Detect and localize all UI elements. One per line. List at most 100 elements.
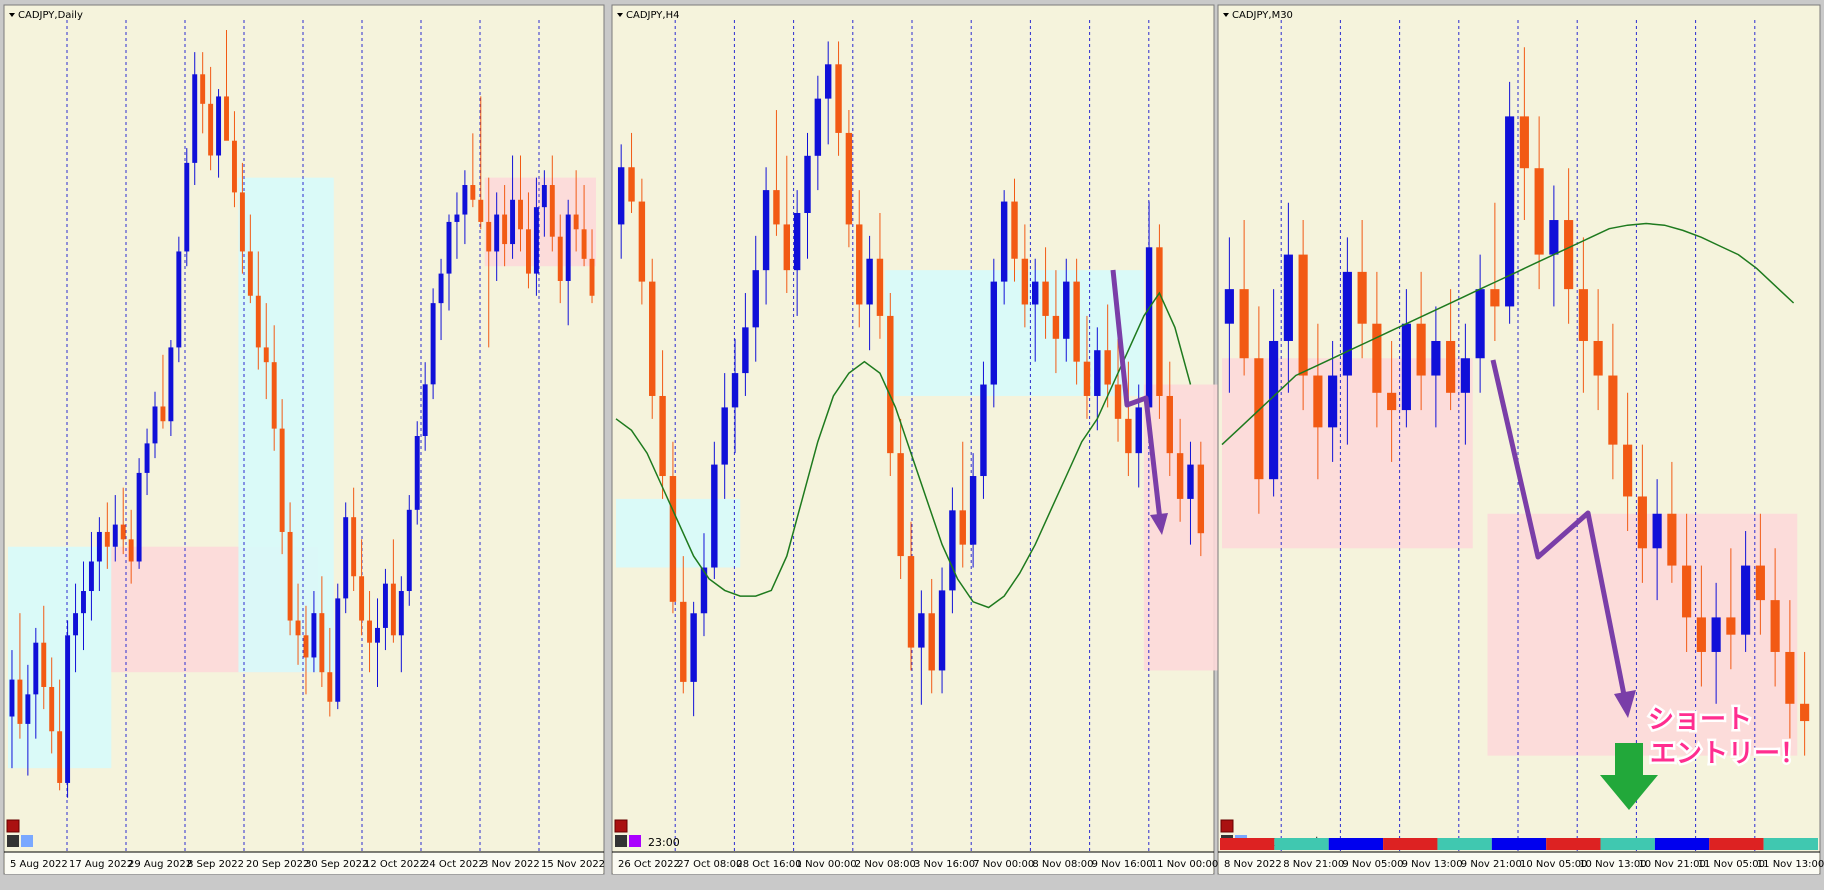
- indicator-icon[interactable]: [21, 835, 33, 847]
- x-tick-label: 10 Nov 05:00: [1520, 859, 1587, 870]
- candle-body: [17, 679, 23, 724]
- candle-body: [279, 428, 285, 532]
- candle-body: [1166, 395, 1173, 454]
- candle-body: [216, 96, 222, 156]
- candle-body: [1593, 340, 1603, 376]
- zone-resistance: [484, 177, 596, 267]
- x-tick-label: 28 Oct 16:00: [736, 859, 801, 870]
- candle-body: [617, 167, 625, 225]
- candle-body: [938, 590, 946, 671]
- candle-body: [263, 347, 269, 363]
- candle-body: [1682, 565, 1692, 618]
- candle-body: [793, 212, 801, 271]
- candle-body: [866, 258, 873, 305]
- dropdown-triangle-icon[interactable]: [1223, 13, 1229, 17]
- time-stamp: 23:00: [648, 836, 680, 849]
- candle-body: [856, 224, 863, 305]
- candle-body: [773, 190, 780, 225]
- candle-body: [669, 476, 677, 602]
- candle-body: [430, 303, 436, 385]
- x-tick-label: 2 Nov 08:00: [855, 859, 916, 870]
- candle-body: [192, 74, 198, 163]
- candle-body: [478, 199, 484, 222]
- candle-body: [319, 613, 325, 673]
- candle-body: [152, 406, 158, 444]
- candle-body: [752, 270, 759, 328]
- candle-body: [1313, 375, 1323, 428]
- minimize-icon[interactable]: [1220, 819, 1234, 833]
- candle-body: [549, 185, 555, 237]
- entry-down-arrow-icon: [1600, 743, 1658, 810]
- candle-body: [649, 281, 656, 396]
- x-tick-label: 15 Nov 2022: [541, 859, 605, 870]
- candle-body: [1637, 496, 1647, 549]
- candle-body: [1755, 565, 1765, 601]
- candle-body: [390, 583, 396, 636]
- candle-body: [398, 591, 404, 636]
- candle-body: [897, 453, 904, 557]
- candle-body: [168, 347, 174, 422]
- candle-body: [1094, 350, 1101, 396]
- x-tick-label: 9 Nov 05:00: [1342, 859, 1403, 870]
- candle-body: [541, 185, 547, 208]
- candle-body: [1042, 281, 1049, 316]
- camera-icon[interactable]: [7, 835, 19, 847]
- dropdown-triangle-icon[interactable]: [617, 13, 623, 17]
- time-axis: [5, 852, 603, 874]
- x-tick-label: 11 Nov 13:00: [1757, 859, 1824, 870]
- session-bar-segment: [1274, 838, 1329, 850]
- candle-body: [887, 315, 894, 454]
- candle-body: [876, 258, 884, 316]
- candle-body: [1652, 513, 1662, 549]
- minimize-icon[interactable]: [614, 819, 628, 833]
- candle-body: [335, 598, 341, 702]
- candle-body: [422, 384, 428, 436]
- candle-body: [731, 373, 739, 408]
- session-bar-segment: [1600, 838, 1655, 850]
- candle-body: [835, 64, 842, 133]
- candle-body: [25, 694, 31, 724]
- dropdown-triangle-icon[interactable]: [9, 13, 15, 17]
- candle-body: [1741, 565, 1751, 635]
- panel-title: CADJPY,Daily: [18, 10, 83, 21]
- candle-body: [1083, 361, 1091, 396]
- candle-body: [462, 185, 468, 215]
- candle-body: [1475, 289, 1485, 359]
- candle-body: [1156, 247, 1163, 396]
- candle-body: [638, 201, 646, 282]
- candle-body: [1269, 340, 1279, 480]
- x-tick-label: 10 Nov 21:00: [1638, 859, 1705, 870]
- candle-body: [382, 583, 388, 628]
- candle-body: [1372, 323, 1382, 393]
- candle-body: [1357, 271, 1367, 324]
- candle-body: [1000, 201, 1008, 282]
- candle-body: [200, 74, 206, 104]
- moving-average-line: [615, 291, 1192, 609]
- candle-body: [406, 509, 412, 592]
- candle-body: [1416, 323, 1426, 376]
- minimize-icon[interactable]: [6, 819, 20, 833]
- candle-body: [271, 362, 277, 429]
- x-tick-label: 12 Oct 2022: [364, 859, 426, 870]
- candle-body: [949, 510, 956, 591]
- x-tick-label: 29 Aug 2022: [128, 859, 192, 870]
- candle-body: [518, 199, 523, 230]
- candle-body: [160, 406, 166, 422]
- candle-body: [804, 155, 811, 213]
- candle-body: [1387, 392, 1397, 411]
- indicator-icon[interactable]: [629, 835, 641, 847]
- trend-arrow-m30-head: [1614, 690, 1636, 718]
- candle-body: [128, 539, 134, 562]
- camera-icon[interactable]: [615, 835, 627, 847]
- candle-body: [711, 464, 718, 568]
- candle-body: [367, 620, 373, 643]
- candle-body: [907, 556, 915, 648]
- candle-body: [208, 103, 214, 156]
- session-bar-segment: [1491, 838, 1547, 850]
- candle-body: [41, 642, 47, 687]
- candle-body: [1800, 703, 1810, 722]
- candle-body: [327, 672, 333, 702]
- x-tick-label: 1 Nov 00:00: [796, 859, 857, 870]
- candle-body: [573, 214, 579, 230]
- candle-body: [1696, 617, 1706, 652]
